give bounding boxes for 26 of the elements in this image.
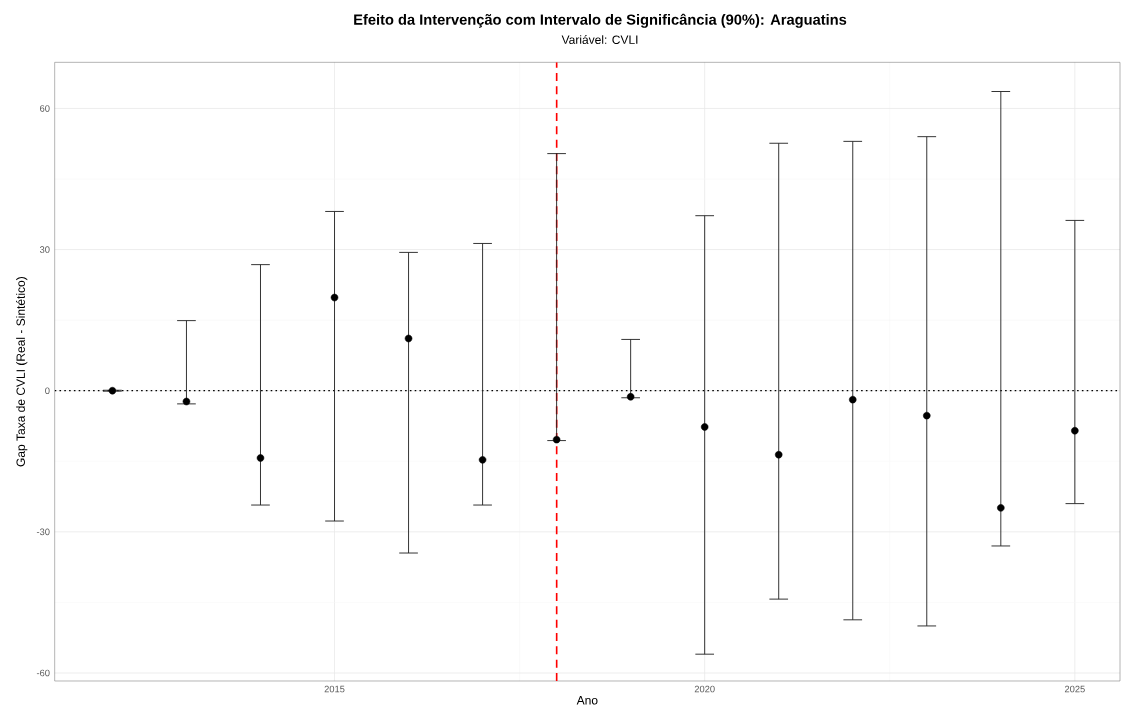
point [849, 395, 857, 404]
x-tick-label: 2020 [694, 685, 715, 693]
point [108, 386, 117, 395]
point [774, 450, 783, 459]
chart-title: Efeito da Intervenção com Intervalo de Significância (90%): Araguatins [354, 13, 847, 28]
point [997, 504, 1005, 512]
point [182, 397, 191, 406]
point [404, 334, 413, 343]
point [923, 411, 931, 420]
x-tick-label: 2015 [324, 685, 345, 693]
point [700, 423, 709, 431]
y-tick-label: 60 [40, 105, 50, 112]
point [552, 435, 561, 444]
x-tick-label: 2025 [1064, 685, 1085, 693]
chart-subtitle: Variável: CVLI [561, 35, 638, 44]
point [478, 456, 487, 464]
y-tick-label: 30 [39, 246, 50, 253]
y-axis-title: Gap Taxa de CVLI (Real - Sintético) [15, 277, 28, 467]
x-axis-title: Ano [576, 696, 598, 705]
point [256, 454, 265, 462]
y-tick-label: -30 [36, 528, 50, 536]
point [626, 393, 635, 401]
point [1071, 426, 1079, 435]
y-tick-label: 0 [45, 387, 50, 395]
y-tick-label: -60 [36, 669, 50, 677]
point [330, 293, 339, 302]
